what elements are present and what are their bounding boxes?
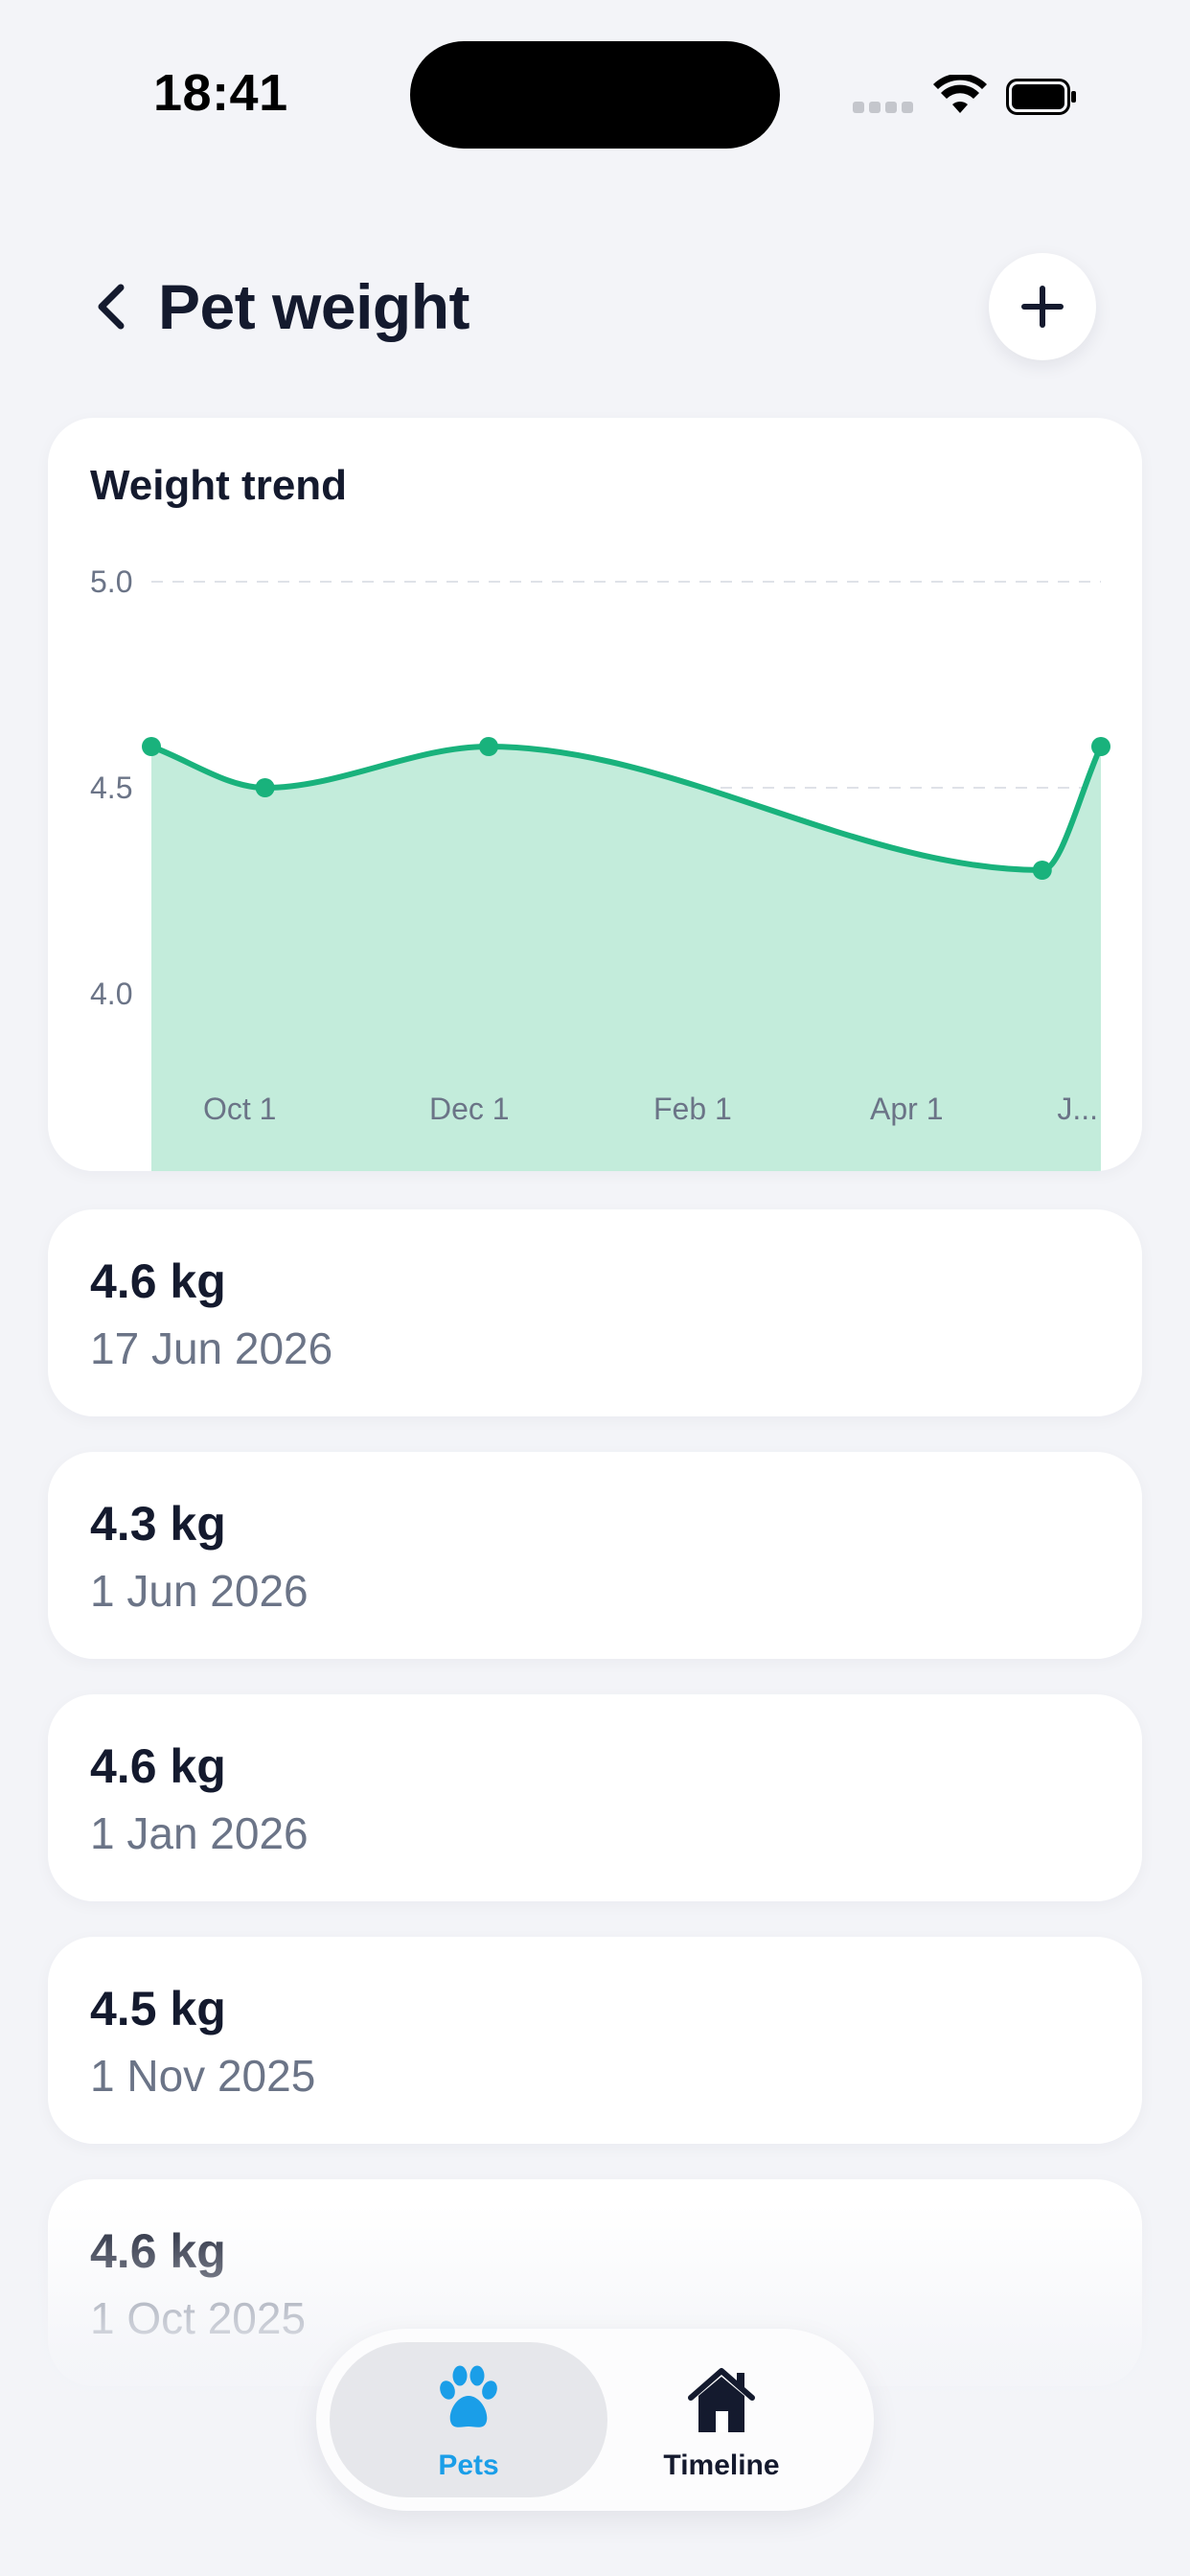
x-tick-label: Feb 1 [653, 1092, 732, 1126]
cellular-signal-icon [853, 102, 913, 115]
entry-weight: 4.6 kg [90, 1739, 226, 1793]
house-icon [688, 2368, 755, 2432]
dynamic-island [410, 41, 780, 149]
x-tick-label: Apr 1 [870, 1092, 943, 1126]
x-tick-label: Oct 1 [203, 1092, 276, 1126]
tab-bar: Pets Timeline [316, 2329, 874, 2511]
x-tick-label: Dec 1 [429, 1092, 510, 1126]
data-point [255, 778, 275, 797]
entry-date: 1 Jan 2026 [90, 1808, 309, 1858]
chevron-left-icon [98, 284, 125, 330]
page-title: Pet weight [158, 271, 470, 342]
y-tick-label: 4.0 [90, 977, 132, 1011]
battery-icon [1006, 79, 1076, 115]
x-tick-label: J... [1057, 1092, 1098, 1126]
wifi-icon [933, 75, 987, 113]
entry-weight: 4.3 kg [90, 1497, 226, 1551]
data-point [1091, 737, 1110, 756]
weight-entry[interactable]: 4.3 kg 1 Jun 2026 [48, 1452, 1142, 1659]
y-tick-label: 4.5 [90, 770, 132, 805]
weight-chart: 5.0 4.5 4.0 Oct 1 Dec 1 Feb 1 Apr 1 J... [90, 564, 1110, 1171]
data-point [479, 737, 499, 756]
status-time: 18:41 [153, 64, 288, 122]
data-point [1032, 861, 1052, 880]
data-point [142, 737, 161, 756]
tab-label: Pets [438, 2450, 499, 2481]
entry-date: 1 Oct 2025 [90, 2293, 307, 2343]
entry-weight: 4.5 kg [90, 1982, 226, 2036]
entry-date: 17 Jun 2026 [90, 1323, 333, 1373]
weight-entry[interactable]: 4.6 kg 1 Jan 2026 [48, 1694, 1142, 1901]
weight-trend-card: Weight trend 5.0 4.5 4.0 Oct 1 Dec 1 Feb 1 Apr… [48, 418, 1142, 1171]
chart-title: Weight trend [90, 462, 348, 509]
entry-weight: 4.6 kg [90, 1254, 226, 1308]
tab-label: Timeline [663, 2450, 780, 2481]
entry-weight: 4.6 kg [90, 2224, 226, 2278]
add-weight-button[interactable] [989, 253, 1096, 360]
entry-date: 1 Nov 2025 [90, 2051, 316, 2101]
y-tick-label: 5.0 [90, 564, 132, 599]
area-fill [151, 747, 1101, 1171]
weight-entry[interactable]: 4.5 kg 1 Nov 2025 [48, 1937, 1142, 2144]
paw-icon [440, 2365, 497, 2427]
weight-entry[interactable]: 4.6 kg 17 Jun 2026 [48, 1209, 1142, 1416]
entry-date: 1 Jun 2026 [90, 1566, 309, 1616]
plus-icon [1021, 286, 1064, 328]
back-button[interactable] [88, 278, 136, 335]
tab-pets[interactable]: Pets [330, 2342, 607, 2497]
tab-timeline[interactable]: Timeline [583, 2342, 860, 2497]
